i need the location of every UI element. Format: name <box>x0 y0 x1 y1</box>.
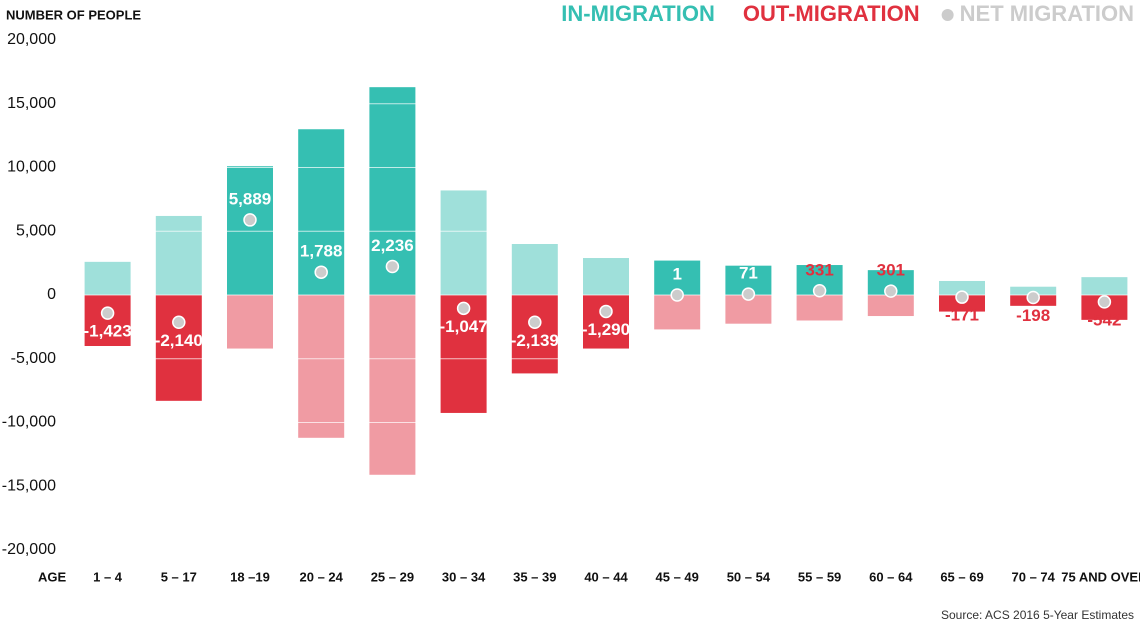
net-label: 301 <box>877 261 905 280</box>
out-bar <box>298 295 345 438</box>
x-tick-label: 55 – 59 <box>798 569 841 584</box>
y-tick-label: -15,000 <box>2 477 56 494</box>
y-tick-label: -5,000 <box>11 350 56 367</box>
in-bar <box>440 190 487 295</box>
out-bar <box>511 295 558 374</box>
out-bar <box>227 295 273 349</box>
legend-label: NET MIGRATION <box>960 1 1134 26</box>
y-tick-label: -10,000 <box>2 414 56 431</box>
x-tick-label: 1 – 4 <box>93 569 123 584</box>
net-label: -198 <box>1016 306 1050 325</box>
source: Source: ACS 2016 5-Year Estimates <box>941 608 1134 622</box>
x-tick-label: 60 – 64 <box>869 569 913 584</box>
x-tick-label: 65 – 69 <box>940 569 983 584</box>
in-bar <box>155 215 202 295</box>
in-bar <box>511 244 558 295</box>
in-bar <box>227 166 273 295</box>
net-dot <box>955 290 969 304</box>
net-label: -1,423 <box>83 322 131 341</box>
net-dot <box>884 284 898 298</box>
y-axis-label: NUMBER OF PEOPLE <box>6 7 141 22</box>
net-dot <box>812 284 827 298</box>
net-dot <box>599 304 613 319</box>
y-tick-label: 5,000 <box>16 222 56 239</box>
x-tick-label: 25 – 29 <box>371 569 414 584</box>
net-dot <box>100 306 115 320</box>
net-label: 2,236 <box>371 236 414 255</box>
net-dot <box>314 265 328 279</box>
net-dot <box>385 259 400 274</box>
x-axis-label: AGE <box>38 569 67 584</box>
in-bar <box>939 280 985 295</box>
net-dot <box>670 288 684 302</box>
y-tick-label: 0 <box>47 286 56 303</box>
x-tick-label: 35 – 39 <box>513 569 556 584</box>
net-dot <box>528 315 542 330</box>
x-tick-label: 20 – 24 <box>300 569 344 584</box>
x-tick-label: 45 – 49 <box>656 569 699 584</box>
y-tick-label: 20,000 <box>7 31 56 48</box>
out-bar <box>583 295 629 349</box>
x-tick-label: 75 AND OVER <box>1061 569 1140 584</box>
out-bar <box>796 295 843 321</box>
net-label: -2,139 <box>511 331 559 350</box>
in-bar <box>1081 277 1128 295</box>
x-tick-label: 50 – 54 <box>727 569 771 584</box>
net-dot <box>243 213 257 227</box>
x-tick-label: 18 –19 <box>230 569 270 584</box>
out-bar <box>155 295 202 401</box>
net-label: -171 <box>945 306 979 325</box>
y-tick-label: 15,000 <box>7 95 56 112</box>
net-dot <box>1097 295 1112 309</box>
y-tick-label: 10,000 <box>7 159 56 176</box>
legend-label: IN-MIGRATION <box>561 1 715 26</box>
net-label: -542 <box>1087 310 1121 329</box>
net-dot <box>456 301 471 316</box>
x-tick-label: 40 – 44 <box>584 569 628 584</box>
legend-dot <box>941 9 954 21</box>
x-tick-label: 5 – 17 <box>161 569 197 584</box>
out-bar <box>84 295 131 346</box>
y-tick-label: -20,000 <box>2 541 56 558</box>
net-label: -1,290 <box>582 320 630 339</box>
net-dot <box>741 287 756 301</box>
net-label: 5,889 <box>229 189 272 208</box>
legend-label: OUT-MIGRATION <box>743 1 920 26</box>
net-label: -2,140 <box>155 331 203 350</box>
in-bar <box>84 261 131 295</box>
net-label: 71 <box>739 264 758 283</box>
net-dot <box>172 315 186 330</box>
net-label: 1 <box>672 264 681 283</box>
out-bar <box>369 295 416 475</box>
out-bar <box>867 295 914 317</box>
net-label: 1,788 <box>300 242 343 261</box>
net-label: -1,047 <box>439 317 487 336</box>
net-dot <box>1026 290 1040 305</box>
in-bar <box>583 258 629 295</box>
x-tick-label: 30 – 34 <box>442 569 486 584</box>
x-tick-label: 70 – 74 <box>1012 569 1056 584</box>
net-label: 331 <box>805 260 833 279</box>
